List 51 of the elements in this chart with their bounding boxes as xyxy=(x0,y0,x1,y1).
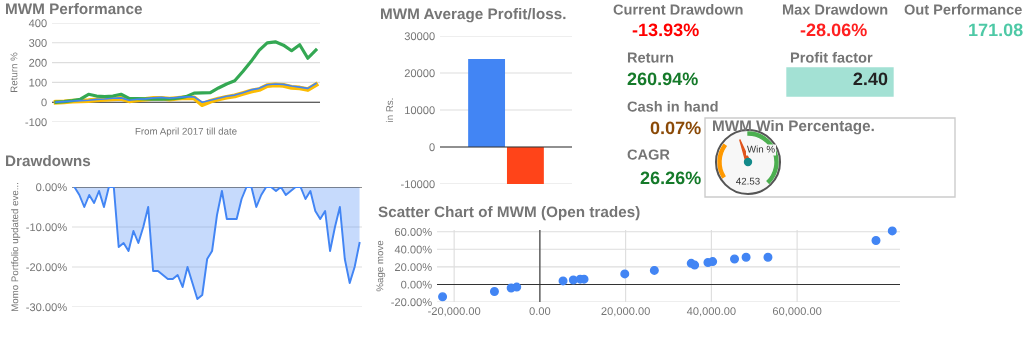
y-tick-label: 0 xyxy=(41,98,47,107)
chart-title: Scatter Chart of MWM (Open trades) xyxy=(378,206,640,221)
y-tick-label: 400 xyxy=(28,19,47,28)
text: 0.07% xyxy=(650,121,701,135)
y-tick-label: 200 xyxy=(29,58,47,67)
y-tick-label: -30.00% xyxy=(26,303,67,312)
x-tick-label: 20,000.00 xyxy=(601,307,650,317)
text: Out Performance xyxy=(904,4,1022,15)
y-tick-label: 30000 xyxy=(404,32,435,41)
x-tick-label: 0.00 xyxy=(529,307,551,316)
text: 260.94% xyxy=(627,72,698,86)
y-tick-label: 100 xyxy=(29,78,47,87)
text: Return xyxy=(627,52,674,63)
x-tick-label: -20,000.00 xyxy=(428,307,481,317)
x-tick-label: 40,000.00 xyxy=(686,307,736,317)
y-tick-label: 20000 xyxy=(404,69,435,78)
y-axis-title: Momo Portfolio updated eve... xyxy=(11,183,21,312)
y-tick-label: -20.00% xyxy=(26,263,67,272)
text: -13.93% xyxy=(632,23,699,37)
y-tick-label: 0 xyxy=(429,143,435,152)
chart-title: MWM Performance xyxy=(6,3,142,15)
y-tick-label: 0.00% xyxy=(401,280,432,289)
chart-title: MWM Average Profit/loss. xyxy=(381,8,566,23)
text: Cash in hand xyxy=(627,101,718,112)
text: -28.06% xyxy=(800,23,867,37)
y-axis-title: Return % xyxy=(10,52,18,92)
y-axis-title: %age move xyxy=(376,240,386,292)
chart-title: Drawdowns xyxy=(6,155,91,167)
y-tick-label: -10000 xyxy=(401,180,435,189)
y-tick-label: 20.00% xyxy=(395,263,432,272)
y-tick-label: 60.00% xyxy=(395,228,432,236)
y-axis-title: in Rs. xyxy=(385,98,394,122)
text: Current Drawdown xyxy=(613,4,743,15)
text: 2.40 xyxy=(853,72,888,86)
x-tick-label: 60,000.00 xyxy=(772,307,822,317)
text: Profit factor xyxy=(790,52,873,63)
text: Win % xyxy=(747,145,775,153)
text: Max Drawdown xyxy=(782,4,888,15)
y-tick-label: 0.00% xyxy=(36,183,67,192)
y-tick-label: -100 xyxy=(25,118,47,127)
data-label: 42.53 xyxy=(736,177,760,185)
text: 171.08 xyxy=(969,23,1023,37)
text: 26.26% xyxy=(640,171,701,185)
text: MWM Win Percentage. xyxy=(713,120,874,135)
y-tick-label: 300 xyxy=(29,39,47,47)
y-tick-label: -10.00% xyxy=(26,223,67,232)
text: CAGR xyxy=(627,149,670,160)
x-axis-title: From April 2017 till date xyxy=(135,127,237,137)
y-tick-label: -20.00% xyxy=(391,298,432,307)
y-tick-label: 40.00% xyxy=(394,245,432,254)
y-tick-label: 10000 xyxy=(405,106,435,115)
